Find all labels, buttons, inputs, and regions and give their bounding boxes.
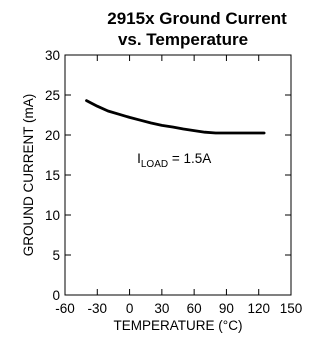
load-current-annotation: ILOAD = 1.5A [137, 151, 211, 170]
x-tick-label: 0 [126, 301, 134, 316]
x-tick-label: 150 [280, 301, 303, 316]
x-tick-label: 30 [154, 301, 169, 316]
y-axis-ticks: 0 5 10 15 20 25 30 [45, 48, 291, 303]
y-axis-label: GROUND CURRENT (mA) [21, 94, 36, 257]
annotation-suffix: = 1.5A [168, 151, 211, 166]
x-axis-label: TEMPERATURE (°C) [114, 318, 243, 333]
y-tick-label: 20 [45, 128, 60, 143]
x-tick-label: 90 [219, 301, 234, 316]
annotation-subscript: LOAD [141, 159, 168, 170]
x-tick-label: -30 [88, 301, 108, 316]
x-tick-label: -60 [55, 301, 75, 316]
y-tick-label: 0 [52, 288, 60, 303]
chart-title-line-1: 2915x Ground Current [107, 9, 287, 28]
chart-title: 2915x Ground Current vs. Temperature [107, 9, 287, 49]
series-line-ground-current [85, 99, 266, 135]
annotation-prefix: I [137, 151, 141, 166]
x-tick-label: 120 [247, 301, 270, 316]
y-tick-label: 10 [45, 208, 60, 223]
chart-title-line-2: vs. Temperature [118, 30, 248, 49]
plot-frame [64, 54, 292, 296]
y-tick-label: 5 [52, 248, 60, 263]
y-tick-label: 30 [45, 48, 60, 63]
y-tick-label: 15 [45, 168, 60, 183]
x-axis-ticks: -60 -30 0 30 60 90 120 150 [55, 55, 302, 316]
x-tick-label: 60 [187, 301, 202, 316]
y-tick-label: 25 [45, 88, 60, 103]
